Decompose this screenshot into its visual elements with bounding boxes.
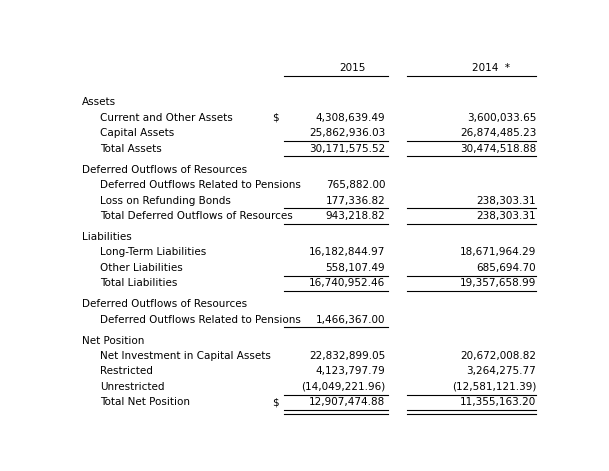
Text: Loss on Refunding Bonds: Loss on Refunding Bonds <box>100 195 231 205</box>
Text: 12,907,474.88: 12,907,474.88 <box>309 398 385 407</box>
Text: Assets: Assets <box>82 97 116 107</box>
Text: 4,123,797.79: 4,123,797.79 <box>315 366 385 376</box>
Text: Total Net Position: Total Net Position <box>100 398 190 407</box>
Text: (14,049,221.96): (14,049,221.96) <box>301 382 385 392</box>
Text: Deferred Outflows Related to Pensions: Deferred Outflows Related to Pensions <box>100 315 301 325</box>
Text: $: $ <box>272 113 279 123</box>
Text: Total Assets: Total Assets <box>100 144 161 154</box>
Text: 238,303.31: 238,303.31 <box>477 211 537 221</box>
Text: 16,182,844.97: 16,182,844.97 <box>309 247 385 257</box>
Text: Restricted: Restricted <box>100 366 153 376</box>
Text: 558,107.49: 558,107.49 <box>326 263 385 273</box>
Text: Deferred Outflows of Resources: Deferred Outflows of Resources <box>82 299 247 309</box>
Text: Other Liabilities: Other Liabilities <box>100 263 183 273</box>
Text: $: $ <box>272 398 279 407</box>
Text: Deferred Outflows of Resources: Deferred Outflows of Resources <box>82 164 247 175</box>
Text: 3,600,033.65: 3,600,033.65 <box>467 113 537 123</box>
Text: 943,218.82: 943,218.82 <box>326 211 385 221</box>
Text: 3,264,275.77: 3,264,275.77 <box>466 366 537 376</box>
Text: 1,466,367.00: 1,466,367.00 <box>316 315 385 325</box>
Text: 30,474,518.88: 30,474,518.88 <box>460 144 537 154</box>
Text: 11,355,163.20: 11,355,163.20 <box>460 398 537 407</box>
Text: Net Investment in Capital Assets: Net Investment in Capital Assets <box>100 351 270 361</box>
Text: 4,308,639.49: 4,308,639.49 <box>315 113 385 123</box>
Text: Liabilities: Liabilities <box>82 232 132 242</box>
Text: 22,832,899.05: 22,832,899.05 <box>309 351 385 361</box>
Text: 30,171,575.52: 30,171,575.52 <box>309 144 385 154</box>
Text: Long-Term Liabilities: Long-Term Liabilities <box>100 247 206 257</box>
Text: 20,672,008.82: 20,672,008.82 <box>460 351 537 361</box>
Text: Unrestricted: Unrestricted <box>100 382 164 392</box>
Text: 177,336.82: 177,336.82 <box>326 195 385 205</box>
Text: 238,303.31: 238,303.31 <box>477 195 537 205</box>
Text: 765,882.00: 765,882.00 <box>326 180 385 190</box>
Text: 2014  *: 2014 * <box>473 63 510 73</box>
Text: 26,874,485.23: 26,874,485.23 <box>460 128 537 138</box>
Text: Net Position: Net Position <box>82 335 144 346</box>
Text: (12,581,121.39): (12,581,121.39) <box>452 382 537 392</box>
Text: Capital Assets: Capital Assets <box>100 128 174 138</box>
Text: Current and Other Assets: Current and Other Assets <box>100 113 233 123</box>
Text: 685,694.70: 685,694.70 <box>477 263 537 273</box>
Text: Deferred Outflows Related to Pensions: Deferred Outflows Related to Pensions <box>100 180 301 190</box>
Text: 18,671,964.29: 18,671,964.29 <box>460 247 537 257</box>
Text: 25,862,936.03: 25,862,936.03 <box>309 128 385 138</box>
Text: 16,740,952.46: 16,740,952.46 <box>309 278 385 288</box>
Text: Total Liabilities: Total Liabilities <box>100 278 177 288</box>
Text: 19,357,658.99: 19,357,658.99 <box>460 278 537 288</box>
Text: 2015: 2015 <box>339 63 365 73</box>
Text: Total Deferred Outflows of Resources: Total Deferred Outflows of Resources <box>100 211 292 221</box>
